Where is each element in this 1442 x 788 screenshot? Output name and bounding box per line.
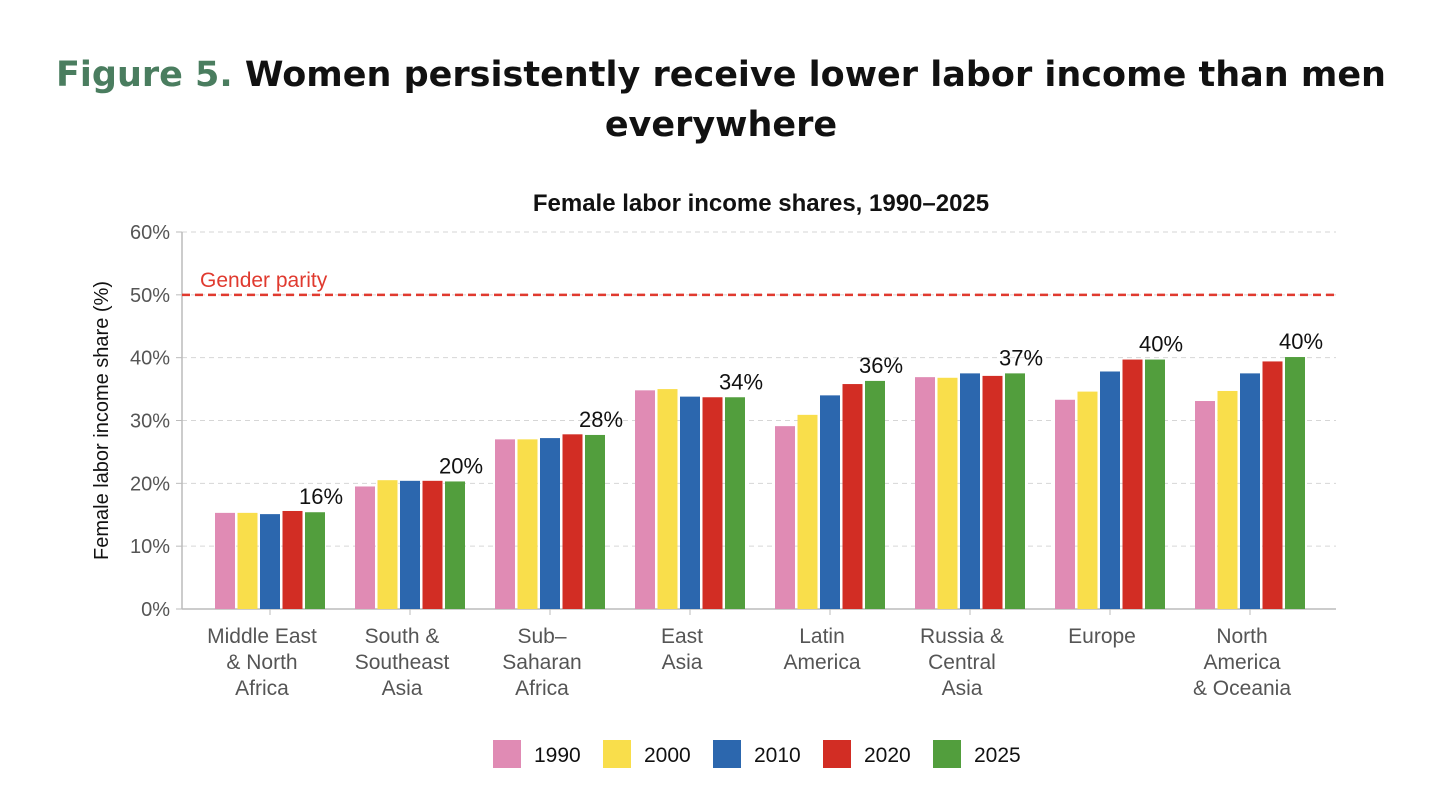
x-tick-label: South & — [365, 625, 440, 648]
data-label: 34% — [719, 369, 763, 394]
bar-2000 — [1217, 390, 1238, 609]
legend-swatch-2025 — [933, 740, 961, 768]
x-tick-label: Asia — [662, 651, 703, 674]
x-tick-label: & Oceania — [1193, 677, 1291, 700]
x-tick-label: America — [1203, 651, 1280, 674]
data-label: 36% — [859, 353, 903, 378]
legend-swatch-2010 — [713, 740, 741, 768]
legend-label: 1990 — [534, 744, 581, 767]
bar-2020 — [562, 434, 583, 609]
bar-2020 — [282, 510, 303, 609]
bar-2025 — [1005, 373, 1025, 609]
bar-1990 — [495, 439, 515, 609]
legend-label: 2025 — [974, 744, 1021, 767]
figure-title: Figure 5. Women persistently receive low… — [0, 50, 1442, 150]
bar-1990 — [355, 486, 375, 609]
bar-2010 — [820, 395, 840, 609]
bar-1990 — [215, 512, 235, 609]
bar-2025 — [865, 380, 885, 609]
bar-1990 — [775, 426, 795, 609]
x-tick-label: & North — [226, 651, 297, 674]
bar-2000 — [797, 414, 818, 609]
bar-2010 — [680, 396, 700, 609]
data-label: 16% — [299, 484, 343, 509]
bar-1990 — [1195, 401, 1215, 609]
bar-2000 — [657, 389, 678, 609]
bar-1990 — [1055, 399, 1075, 609]
bar-2010 — [1240, 373, 1260, 609]
bar-2010 — [540, 438, 560, 609]
x-tick-label: Russia & — [920, 625, 1004, 648]
bar-2025 — [445, 481, 465, 609]
y-tick-label: 0% — [141, 599, 170, 621]
data-label: 37% — [999, 345, 1043, 370]
bar-1990 — [915, 377, 935, 609]
gender-parity-label: Gender parity — [200, 269, 328, 292]
bar-2000 — [517, 439, 538, 609]
bar-1990 — [635, 390, 655, 609]
x-tick-label: Europe — [1068, 625, 1136, 648]
x-tick-label: Africa — [515, 677, 569, 700]
bar-2010 — [260, 514, 280, 609]
bar-2010 — [1100, 371, 1120, 609]
bar-2020 — [702, 397, 723, 609]
bar-2025 — [1285, 357, 1305, 609]
x-tick-label: Sub– — [517, 625, 566, 648]
bar-2020 — [982, 375, 1003, 609]
x-tick-label: Asia — [942, 677, 983, 700]
y-tick-label: 50% — [130, 285, 170, 307]
x-tick-label: North — [1216, 625, 1267, 648]
bar-2025 — [1145, 359, 1165, 609]
legend-label: 2000 — [644, 744, 691, 767]
data-label: 28% — [579, 407, 623, 432]
legend-label: 2020 — [864, 744, 911, 767]
y-axis-title: Female labor income share (%) — [91, 281, 113, 560]
bar-2020 — [842, 384, 863, 609]
x-tick-label: Saharan — [502, 651, 581, 674]
x-tick-label: Southeast — [355, 651, 450, 674]
data-label: 40% — [1139, 332, 1183, 357]
figure-label: Figure 5. — [56, 55, 233, 95]
bar-2000 — [237, 512, 258, 609]
x-tick-label: America — [783, 651, 860, 674]
legend-swatch-2020 — [823, 740, 851, 768]
x-tick-label: Latin — [799, 625, 845, 648]
x-tick-label: Central — [928, 651, 996, 674]
y-tick-label: 10% — [130, 536, 170, 558]
bar-2000 — [1077, 391, 1098, 609]
bar-2025 — [725, 397, 745, 609]
x-tick-label: Africa — [235, 677, 289, 700]
legend-label: 2010 — [754, 744, 801, 767]
y-tick-label: 30% — [130, 411, 170, 433]
chart-title: Female labor income shares, 1990–2025 — [532, 190, 990, 217]
bar-2010 — [400, 480, 420, 609]
bar-2025 — [585, 434, 605, 609]
data-label: 40% — [1279, 329, 1323, 354]
bar-2000 — [937, 377, 958, 609]
bar-2025 — [305, 512, 325, 609]
bar-2000 — [377, 480, 398, 609]
x-tick-label: Asia — [382, 677, 423, 700]
legend-swatch-2000 — [603, 740, 631, 768]
y-tick-label: 60% — [130, 222, 170, 244]
y-tick-label: 40% — [130, 348, 170, 370]
figure-heading: Women persistently receive lower labor i… — [244, 55, 1386, 145]
bar-2020 — [422, 480, 443, 609]
y-tick-label: 20% — [130, 473, 170, 495]
legend-swatch-1990 — [493, 740, 521, 768]
bar-2020 — [1122, 359, 1143, 609]
x-tick-label: East — [661, 625, 703, 648]
bar-2010 — [960, 373, 980, 609]
bar-2020 — [1262, 361, 1283, 609]
data-label: 20% — [439, 453, 483, 478]
x-tick-label: Middle East — [207, 625, 317, 648]
